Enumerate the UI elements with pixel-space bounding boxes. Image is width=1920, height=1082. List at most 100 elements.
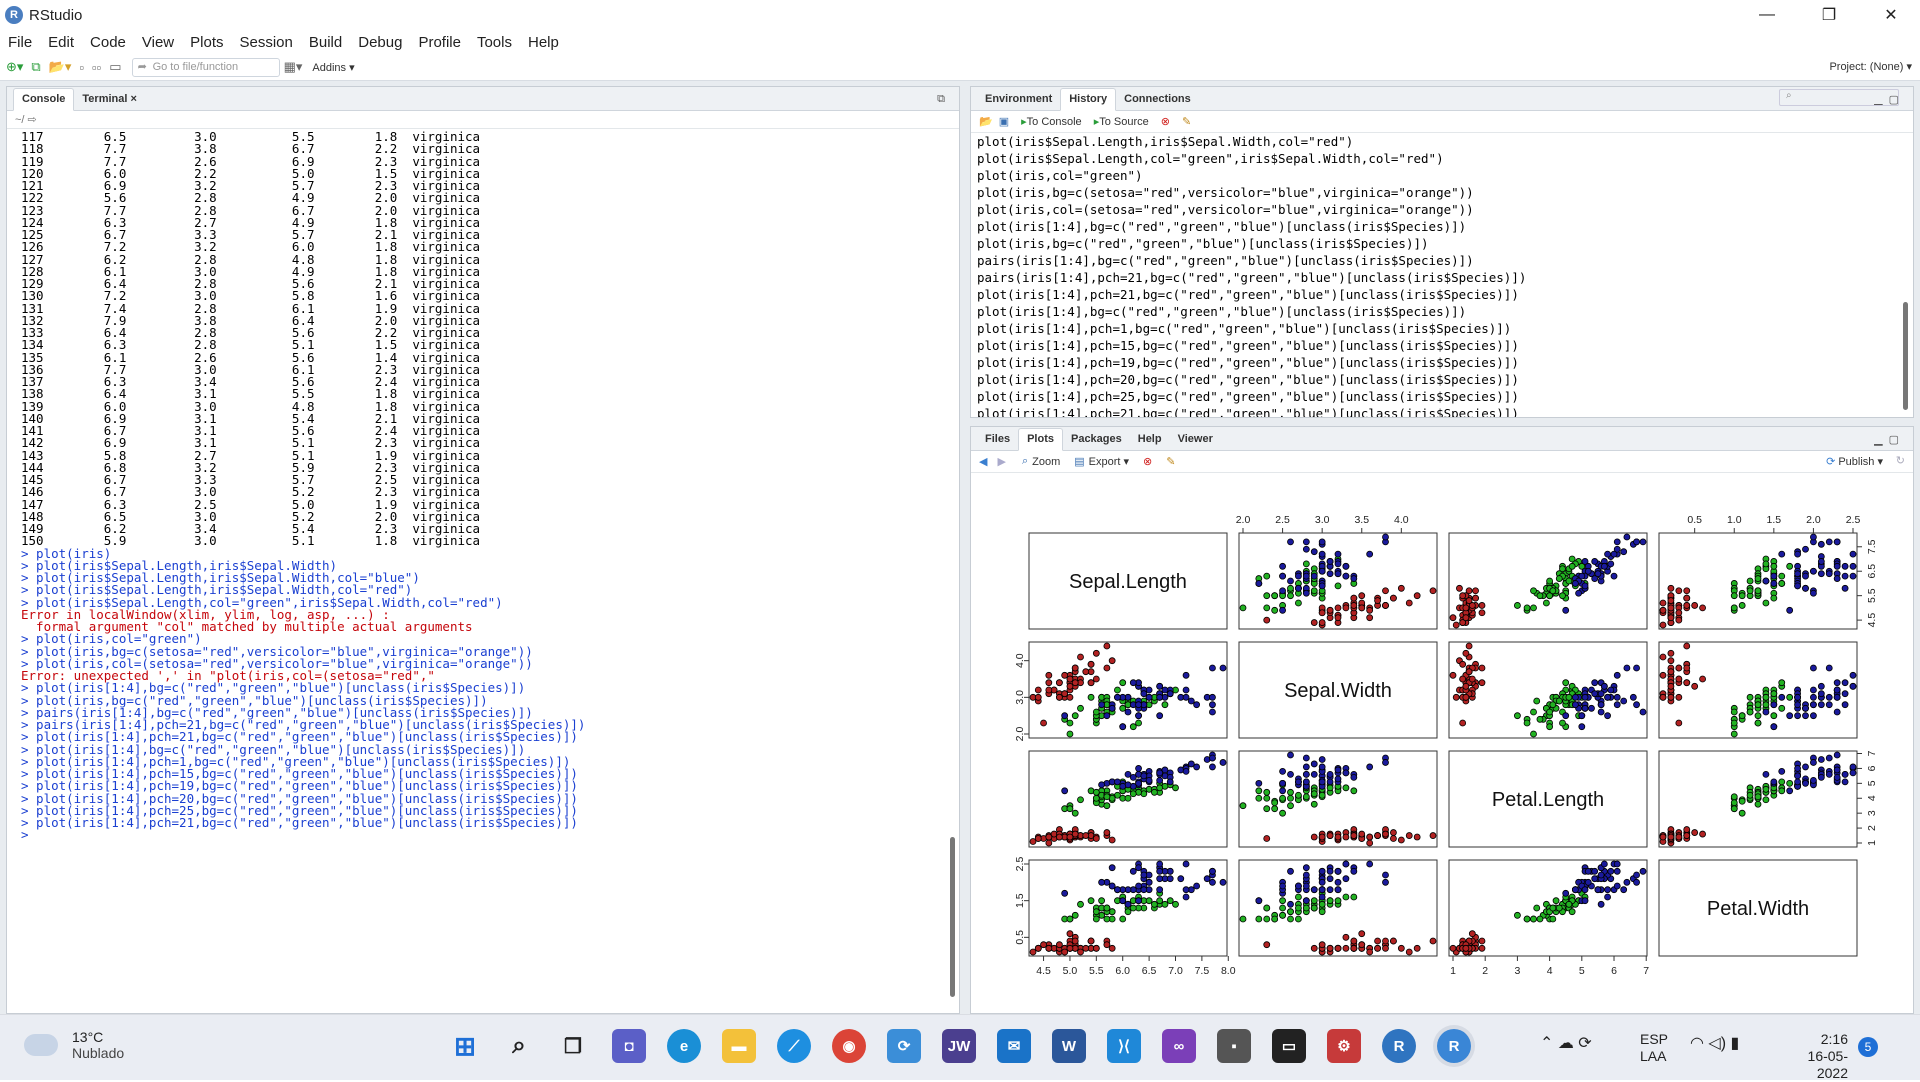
start-icon[interactable]: ⊞ <box>454 1030 476 1061</box>
clock[interactable]: 2:16 16-05-2022 <box>1778 1031 1848 1082</box>
word-icon[interactable]: W <box>1052 1029 1086 1063</box>
system-tray-icons[interactable]: ⌃ ☁ ⟳ <box>1540 1035 1592 1052</box>
tab-console[interactable]: Console <box>13 88 75 111</box>
remove-plot-icon[interactable]: ⊗ <box>1143 456 1153 468</box>
clear-plots-broom-icon[interactable]: ✎ <box>1166 456 1176 468</box>
to-source-button[interactable]: To Source <box>1099 115 1149 128</box>
pane-min-max-icons[interactable]: ▁▢ <box>1874 434 1905 446</box>
remove-entry-icon[interactable]: ⊗ <box>1160 116 1170 128</box>
publish-button[interactable]: ⟳ Publish ▾ <box>1826 455 1883 468</box>
history-scrollbar[interactable] <box>1903 302 1908 410</box>
save-history-icon[interactable]: ▣ <box>998 116 1010 128</box>
history-entry[interactable]: plot(iris[1:4],pch=20,bg=c("red","green"… <box>977 372 1519 387</box>
history-entry[interactable]: plot(iris[1:4],pch=21,bg=c("red","green"… <box>977 406 1519 418</box>
history-entry[interactable]: pairs(iris[1:4],pch=21,bg=c("red","green… <box>977 270 1527 285</box>
history-entry[interactable]: plot(iris,col=(setosa="red",versicolor="… <box>977 202 1474 217</box>
menu-file[interactable]: File <box>8 33 33 51</box>
jw-icon[interactable]: JW <box>942 1029 976 1063</box>
maximize-button[interactable]: ❐ <box>1821 7 1837 24</box>
tab-packages[interactable]: Packages <box>1070 433 1122 445</box>
visual-studio-icon[interactable]: ∞ <box>1162 1029 1196 1063</box>
minimize-button[interactable]: — <box>1759 6 1775 23</box>
app-icon-red[interactable]: ⚙ <box>1327 1029 1361 1063</box>
rstudio-taskbar-icon[interactable]: R <box>1437 1029 1471 1063</box>
history-entry[interactable]: plot(iris[1:4],bg=c("red","green","blue"… <box>977 219 1467 234</box>
clear-history-broom-icon[interactable]: ✎ <box>1181 116 1192 128</box>
refresh-icon[interactable]: ↻ <box>1895 455 1905 467</box>
maximize-pane-icon[interactable]: ⧉ <box>937 93 951 105</box>
menu-tools[interactable]: Tools <box>476 33 512 51</box>
grid-layout-icon[interactable]: ▦▾ <box>283 59 303 74</box>
save-icon[interactable]: ▫ <box>79 59 85 75</box>
search-icon[interactable]: ⌕ <box>512 1032 526 1059</box>
close-button[interactable]: ✕ <box>1884 7 1898 24</box>
forward-arrow-icon[interactable]: ▶ <box>997 456 1006 468</box>
load-history-icon[interactable]: 📂 <box>979 116 993 128</box>
history-list[interactable]: plot(iris$Sepal.Length,iris$Sepal.Width,… <box>971 133 1913 418</box>
history-entry[interactable]: plot(iris[1:4],pch=1,bg=c("red","green",… <box>977 321 1512 336</box>
r-icon[interactable]: R <box>1382 1029 1416 1063</box>
new-project-icon[interactable]: ⧉ <box>31 59 41 74</box>
console-output[interactable]: 117 6.5 3.0 5.5 1.8 virginica 118 7.7 3.8… <box>7 129 959 842</box>
export-button[interactable]: Export ▾ <box>1088 456 1130 468</box>
history-entry[interactable]: pairs(iris[1:4],bg=c("red","green","blue… <box>977 253 1474 268</box>
chrome-icon[interactable]: ◉ <box>832 1029 866 1063</box>
app-icon-blue[interactable]: ⟋ <box>777 1029 811 1063</box>
app-icon-gray[interactable]: ▪ <box>1217 1029 1251 1063</box>
tab-viewer[interactable]: Viewer <box>1177 433 1213 445</box>
notification-badge[interactable]: 5 <box>1858 1037 1878 1057</box>
file-explorer-icon[interactable]: ▬ <box>722 1029 756 1063</box>
console-prompt[interactable]: > <box>21 827 29 843</box>
weather-widget[interactable]: 13°C Nublado <box>24 1029 124 1061</box>
open-file-icon[interactable]: 📂▾ <box>48 59 72 74</box>
history-entry[interactable]: plot(iris,col="green") <box>977 168 1143 183</box>
menu-session[interactable]: Session <box>239 33 293 51</box>
teams-chat-icon[interactable]: ◘ <box>612 1029 646 1063</box>
task-view-icon[interactable]: ❐ <box>564 1035 582 1058</box>
tab-connections[interactable]: Connections <box>1124 93 1191 105</box>
tab-help[interactable]: Help <box>1137 433 1162 445</box>
history-entry[interactable]: plot(iris$Sepal.Length,iris$Sepal.Width,… <box>977 134 1354 149</box>
scatter-point <box>1350 575 1358 582</box>
tab-history[interactable]: History <box>1060 88 1117 111</box>
to-console-button[interactable]: To Console <box>1026 115 1082 128</box>
menu-help[interactable]: Help <box>528 33 559 51</box>
console-scrollbar[interactable] <box>950 837 955 997</box>
menu-plots[interactable]: Plots <box>190 33 224 51</box>
menu-profile[interactable]: Profile <box>418 33 461 51</box>
history-search-input[interactable]: ⌕ <box>1779 89 1899 106</box>
pane-min-max-icons[interactable]: ▁▢ <box>1874 94 1905 106</box>
network-volume-battery-icons[interactable]: ◠ ◁) ▮ <box>1690 1035 1740 1052</box>
vscode-icon[interactable]: ⟩⟨ <box>1107 1029 1141 1063</box>
history-entry[interactable]: plot(iris[1:4],pch=25,bg=c("red","green"… <box>977 389 1519 404</box>
back-arrow-icon[interactable]: ◀ <box>979 456 988 468</box>
menu-debug[interactable]: Debug <box>358 33 403 51</box>
tab-environment[interactable]: Environment <box>985 93 1053 105</box>
zoom-button[interactable]: Zoom <box>1032 455 1061 468</box>
mail-icon[interactable]: ✉ <box>997 1029 1031 1063</box>
history-entry[interactable]: plot(iris[1:4],pch=19,bg=c("red","green"… <box>977 355 1519 370</box>
save-all-icon[interactable]: ▫▫ <box>92 59 102 75</box>
project-menu[interactable]: Project: (None) ▾ <box>1829 61 1912 73</box>
addins-button[interactable]: Addins ▾ <box>312 61 355 74</box>
history-entry[interactable]: plot(iris[1:4],pch=15,bg=c("red","green"… <box>977 338 1519 353</box>
terminal-icon[interactable]: ▭ <box>1272 1029 1306 1063</box>
menu-edit[interactable]: Edit <box>48 33 75 51</box>
app-icon-sync[interactable]: ⟳ <box>887 1029 921 1063</box>
tab-terminal[interactable]: Terminal × <box>82 93 137 105</box>
menu-code[interactable]: Code <box>90 33 126 51</box>
goto-file-input[interactable]: Go to file/function <box>131 57 280 77</box>
history-entry[interactable]: plot(iris,bg=c(setosa="red",versicolor="… <box>977 185 1474 200</box>
menu-build[interactable]: Build <box>308 33 343 51</box>
tab-files[interactable]: Files <box>985 433 1011 445</box>
edge-icon[interactable]: e <box>667 1029 701 1063</box>
print-icon[interactable]: ▭ <box>109 59 122 74</box>
new-file-icon[interactable]: ⊕▾ <box>6 59 24 74</box>
language-indicator[interactable]: ESP LAA <box>1640 1031 1668 1065</box>
history-entry[interactable]: plot(iris,bg=c("red","green","blue")[unc… <box>977 236 1429 251</box>
tab-plots[interactable]: Plots <box>1018 428 1063 451</box>
history-entry[interactable]: plot(iris[1:4],bg=c("red","green","blue"… <box>977 304 1467 319</box>
menu-view[interactable]: View <box>141 33 175 51</box>
history-entry[interactable]: plot(iris$Sepal.Length,col="green",iris$… <box>977 151 1444 166</box>
history-entry[interactable]: plot(iris[1:4],pch=21,bg=c("red","green"… <box>977 287 1519 302</box>
